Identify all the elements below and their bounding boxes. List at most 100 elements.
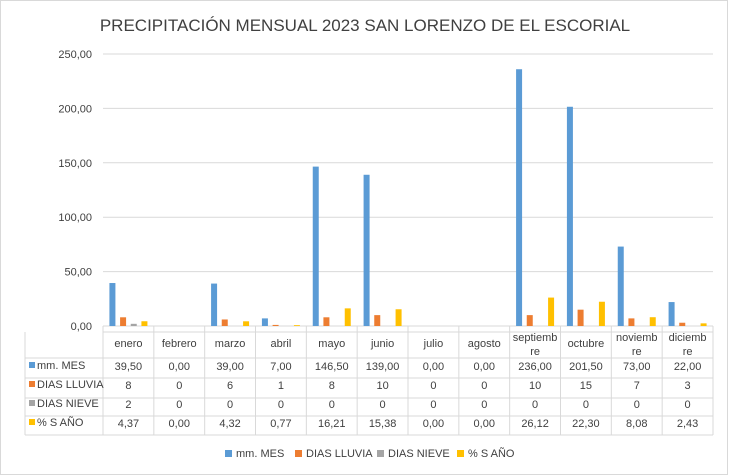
- category-label: marzo: [215, 338, 246, 350]
- legend-swatch: [225, 450, 232, 457]
- y-tick-label: 50,00: [64, 267, 92, 279]
- table-cell-value: 0,00: [423, 361, 444, 373]
- y-tick-label: 100,00: [58, 212, 92, 224]
- table-cell-value: 0: [685, 399, 691, 411]
- bars: [109, 69, 707, 327]
- table-cell-value: 201,50: [569, 361, 603, 373]
- bar-s-a-o: [344, 308, 351, 326]
- bar-s-a-o: [700, 323, 707, 326]
- table-cell-value: 8: [125, 380, 131, 392]
- table-cell-value: 39,50: [115, 361, 143, 373]
- bar-mm-mes: [211, 283, 218, 326]
- table-cell-value: 8: [329, 380, 335, 392]
- category-label: agosto: [468, 338, 501, 350]
- table-cell-value: 15,38: [369, 418, 397, 430]
- bar-dias-lluvia: [526, 315, 533, 326]
- table-cell-value: 0,00: [169, 418, 190, 430]
- table-cell-value: 22,00: [674, 361, 702, 373]
- table-cell-value: 0: [176, 380, 182, 392]
- bar-s-a-o: [395, 309, 402, 326]
- bar-mm-mes: [312, 166, 319, 326]
- table-cell-value: 4,37: [118, 418, 139, 430]
- legend-swatch: [457, 450, 464, 457]
- table-cell-value: 0,77: [270, 418, 291, 430]
- y-axis-ticks: 0,00 50,00 100,00 150,00 200,00 250,00: [58, 49, 92, 333]
- y-tick-label: 250,00: [58, 49, 92, 61]
- bar-dias-lluvia: [628, 318, 635, 326]
- y-tick-label: 150,00: [58, 158, 92, 170]
- table-cell-value: 73,00: [623, 361, 651, 373]
- bar-mm-mes: [668, 302, 675, 326]
- table-cell-value: 139,00: [366, 361, 400, 373]
- table-cell-value: 0: [532, 399, 538, 411]
- category-label: enero: [114, 338, 142, 350]
- table-row-header: mm. MES: [37, 360, 85, 372]
- bar-mm-mes: [617, 246, 624, 326]
- table-cell-value: 236,00: [518, 361, 552, 373]
- table-cell-value: 0: [583, 399, 589, 411]
- bar-dias-lluvia: [679, 322, 686, 326]
- legend-swatch: [295, 450, 302, 457]
- category-label: noviemb re: [616, 332, 658, 358]
- table-cell-value: 8,08: [626, 418, 647, 430]
- bar-s-a-o: [598, 301, 605, 326]
- table-cell-value: 0: [227, 399, 233, 411]
- table-cell-value: 1: [278, 380, 284, 392]
- category-label: abril: [271, 338, 292, 350]
- table-cell-value: 22,30: [572, 418, 600, 430]
- legend-label: mm. MES: [236, 448, 284, 460]
- bar-mm-mes: [109, 283, 116, 326]
- table-cell-value: 16,21: [318, 418, 346, 430]
- category-label: diciemb re: [669, 332, 707, 358]
- table-cell-value: 0: [430, 380, 436, 392]
- bar-mm-mes: [261, 318, 268, 326]
- table-legend-key: [29, 400, 35, 406]
- legend-swatch: [377, 450, 384, 457]
- table-cell-value: 146,50: [315, 361, 349, 373]
- bar-s-a-o: [243, 321, 250, 326]
- bar-s-a-o: [293, 325, 300, 326]
- bar-dias-lluvia: [272, 324, 279, 326]
- legend-label: DIAS NIEVE: [388, 448, 450, 460]
- table-cell-value: 0: [481, 380, 487, 392]
- table-cell-value: 0,00: [474, 361, 495, 373]
- table-cell-value: 7,00: [270, 361, 291, 373]
- table-cell-value: 0: [481, 399, 487, 411]
- bar-s-a-o: [548, 297, 555, 326]
- category-label: junio: [370, 338, 394, 350]
- table-cell-value: 0: [278, 399, 284, 411]
- category-label: mayo: [318, 338, 345, 350]
- legend-label: % S AÑO: [468, 447, 515, 460]
- legend-label: DIAS LLUVIA: [306, 448, 373, 460]
- category-label: octubre: [568, 338, 605, 350]
- table-cell-value: 0,00: [474, 418, 495, 430]
- table-cell-value: 7: [634, 380, 640, 392]
- bar-dias-lluvia: [221, 319, 228, 326]
- bar-mm-mes: [516, 69, 523, 327]
- table-cell-value: 10: [376, 380, 388, 392]
- category-label: julio: [423, 338, 444, 350]
- bar-dias-lluvia: [374, 315, 381, 326]
- bar-dias-nieve: [130, 323, 137, 326]
- table-cell-value: 0,00: [169, 361, 190, 373]
- table-cell-value: 15: [580, 380, 592, 392]
- table-legend-key: [29, 362, 35, 368]
- table-cell-value: 0: [634, 399, 640, 411]
- data-table: enero febrero marzo abril mayo junio julio agos…: [24, 326, 714, 436]
- bar-mm-mes: [363, 174, 370, 326]
- y-tick-label: 0,00: [71, 321, 92, 333]
- table-row-header: % S AÑO: [37, 416, 84, 429]
- table-cell-value: 39,00: [216, 361, 244, 373]
- table-cell-value: 2: [125, 399, 131, 411]
- bar-dias-lluvia: [120, 317, 127, 326]
- table-cell-value: 0: [329, 399, 335, 411]
- table-cell-value: 0: [380, 399, 386, 411]
- chart-title: PRECIPITACIÓN MENSUAL 2023 SAN LORENZO D…: [100, 16, 630, 35]
- table-legend-key: [29, 419, 35, 425]
- table-cell-value: 4,32: [219, 418, 240, 430]
- table-cell-value: 3: [685, 380, 691, 392]
- table-legend-key: [29, 381, 35, 387]
- table-cell-value: 10: [529, 380, 541, 392]
